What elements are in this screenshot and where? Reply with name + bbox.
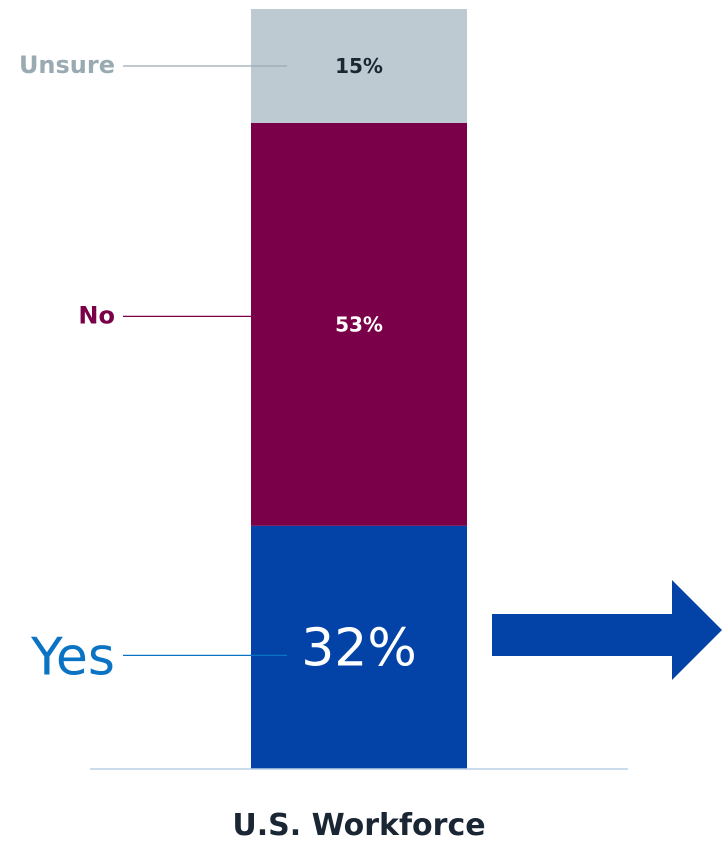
series-label-unsure: Unsure bbox=[19, 51, 115, 79]
bar-segment-no bbox=[251, 123, 467, 526]
value-label-yes: 32% bbox=[301, 618, 417, 678]
value-label-no: 53% bbox=[335, 312, 383, 336]
series-label-yes: Yes bbox=[30, 627, 115, 687]
series-label-no: No bbox=[78, 301, 115, 329]
right-arrow-icon bbox=[492, 580, 722, 680]
x-tick-label: U.S. Workforce bbox=[232, 808, 485, 843]
value-label-unsure: 15% bbox=[335, 54, 383, 78]
bar-segment-yes bbox=[251, 525, 467, 769]
